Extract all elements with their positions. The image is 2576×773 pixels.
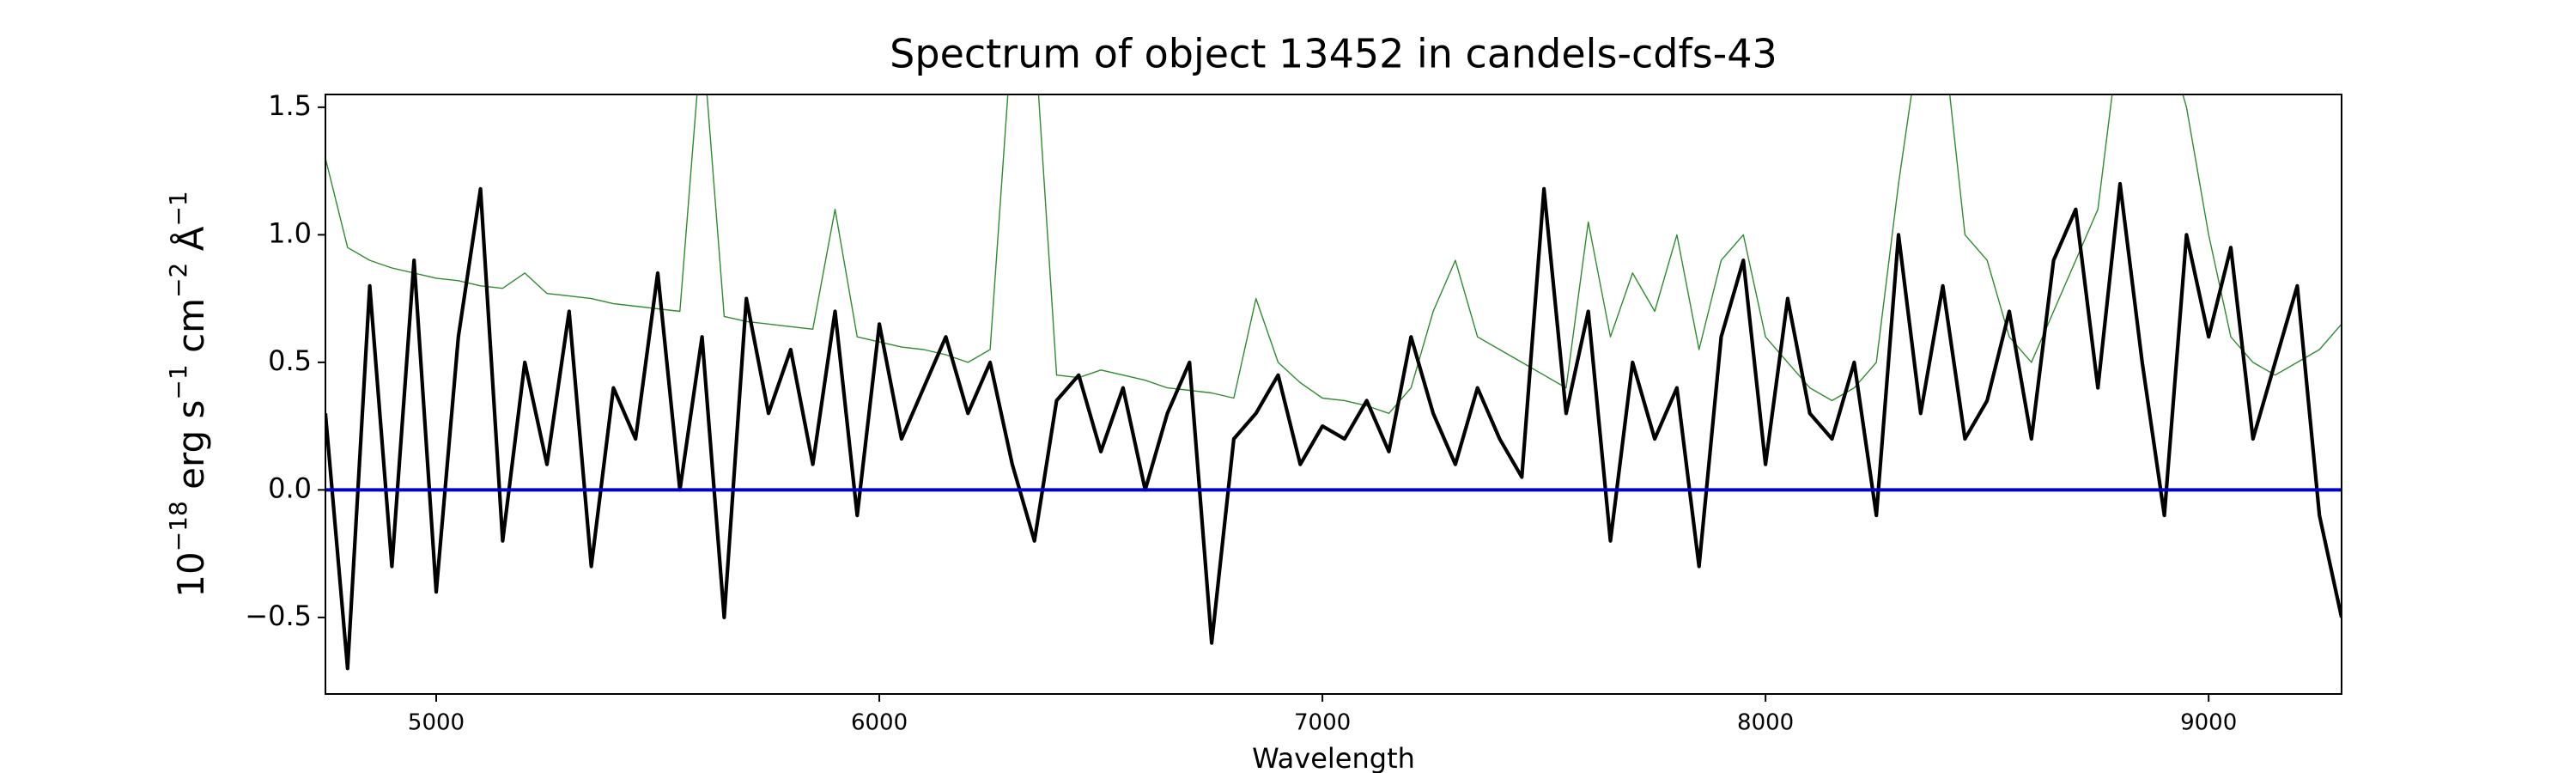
y-label-superscript: −1	[164, 191, 192, 226]
y-label-superscript: −2	[164, 263, 192, 298]
y-label-superscript: −1	[164, 364, 192, 399]
y-label-superscript: −18	[164, 501, 192, 551]
y-tick-label: 0.0	[268, 472, 312, 504]
spectrum-line	[325, 181, 2342, 671]
y-label-part: cm	[170, 298, 212, 364]
y-label-part: erg s	[170, 400, 212, 502]
x-tick-label: 6000	[851, 710, 908, 736]
plot-area	[325, 94, 2342, 671]
y-tick-label: −0.5	[245, 600, 312, 632]
y-label-part: Å	[169, 226, 212, 262]
y-label-part: 10	[170, 551, 212, 597]
y-axis-label: 10−18 erg s−1 cm−2 Å−1	[164, 191, 212, 597]
y-tick-label: 0.5	[268, 344, 312, 377]
x-tick-label: 9000	[2180, 710, 2237, 736]
x-tick-label: 8000	[1737, 710, 1794, 736]
spectrum-line	[325, 94, 2342, 414]
plot-frame	[325, 94, 2342, 695]
y-tick-label: 1.0	[268, 216, 312, 249]
y-tick-label: 1.5	[268, 89, 312, 122]
x-tick-label: 5000	[408, 710, 465, 736]
chart-title: Spectrum of object 13452 in candels-cdfs…	[890, 31, 1777, 77]
x-axis-label: Wavelength	[1252, 742, 1415, 773]
x-tick-label: 7000	[1294, 710, 1351, 736]
